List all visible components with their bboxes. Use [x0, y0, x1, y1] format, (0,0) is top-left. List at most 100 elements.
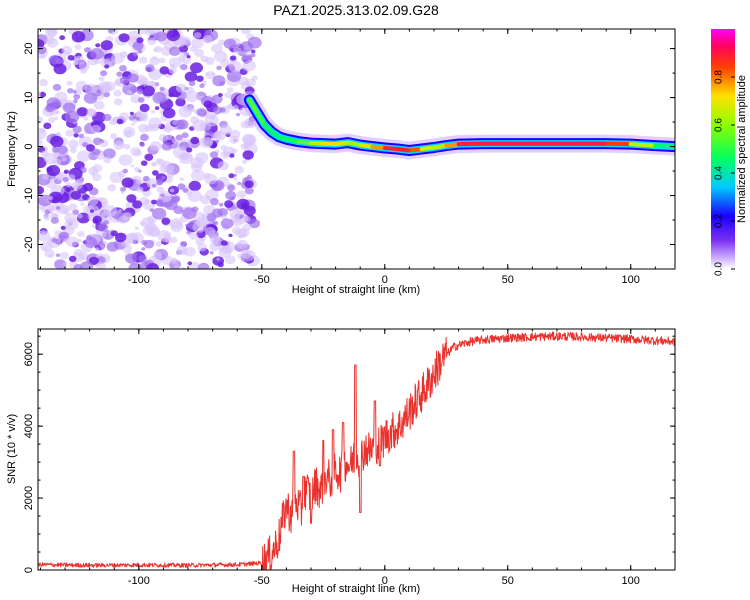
noise-blob	[57, 145, 68, 155]
noise-blob	[218, 202, 224, 207]
ridge-core-segment	[296, 139, 313, 146]
noise-blob	[150, 161, 156, 167]
ridge-core-segment	[345, 140, 363, 148]
noise-blob	[101, 58, 113, 69]
noise-blob	[132, 41, 144, 51]
noise-blob	[171, 196, 180, 204]
noise-blob	[38, 185, 45, 195]
noise-blob	[80, 202, 85, 206]
noise-blob	[140, 77, 149, 85]
spectrogram-frame	[37, 28, 676, 270]
noise-blob	[180, 64, 188, 71]
noise-blob	[80, 68, 88, 74]
noise-blob	[95, 262, 106, 269]
noise-blob	[119, 112, 130, 121]
ridge-core-segment	[432, 143, 449, 150]
noise-blob	[136, 186, 144, 193]
noise-blob	[190, 62, 203, 74]
noise-blob	[168, 67, 177, 74]
noise-blob	[161, 142, 172, 151]
noise-blob	[158, 57, 166, 64]
colorbar: 0.0 0.2 0.4 0.6 0.8 Normalized spectral ampl…	[711, 29, 748, 276]
colorbar-gradient	[711, 29, 735, 269]
ridge-core-segment	[309, 141, 326, 146]
noise-blob	[130, 164, 135, 168]
noise-blob	[156, 186, 165, 193]
noise-blob	[209, 115, 216, 120]
noise-blob	[90, 171, 96, 176]
noise-blob	[220, 240, 228, 246]
noise-blob	[59, 35, 66, 41]
noise-blob	[240, 29, 251, 35]
noise-blob	[116, 118, 124, 125]
noise-blob	[197, 243, 208, 252]
noise-blob	[146, 225, 160, 237]
noise-blob	[39, 78, 48, 87]
noise-blob	[84, 83, 98, 95]
noise-blob	[155, 199, 164, 206]
ridge-core-segment	[419, 145, 436, 151]
noise-blob	[215, 139, 220, 143]
noise-blob	[161, 217, 171, 225]
noise-blob	[77, 230, 85, 238]
noise-blob	[218, 93, 223, 97]
noise-blob	[148, 117, 162, 129]
noise-blob	[189, 45, 197, 53]
snr-y-label: SNR (10 * v/v)	[6, 414, 18, 484]
noise-blob	[228, 173, 235, 179]
snr-y-ticks: 0 2000 4000 6000	[23, 335, 675, 573]
noise-blob	[220, 59, 230, 68]
noise-blob	[103, 156, 112, 164]
noise-blob	[146, 178, 159, 189]
noise-blob	[39, 128, 46, 134]
noise-blob	[118, 33, 130, 43]
noise-blob	[110, 133, 118, 140]
noise-blob	[98, 76, 105, 82]
noise-blob	[67, 88, 74, 94]
noise-blob	[240, 250, 252, 259]
noise-blob	[170, 218, 183, 229]
noise-blob	[99, 231, 107, 238]
noise-blob	[80, 261, 94, 269]
noise-blob	[241, 60, 256, 72]
noise-blob	[121, 241, 129, 248]
noise-blob	[119, 65, 127, 72]
noise-blob	[202, 35, 213, 44]
noise-blob	[44, 216, 50, 221]
noise-blob	[52, 158, 62, 166]
noise-blob	[188, 232, 198, 240]
noise-blob	[229, 129, 241, 139]
noise-blob	[195, 152, 209, 164]
noise-blob	[38, 46, 48, 59]
noise-blob	[217, 161, 229, 171]
noise-blob	[223, 38, 237, 49]
snr-x-label: Height of straight line (km)	[292, 583, 420, 595]
noise-blob	[78, 133, 85, 139]
noise-blob	[175, 134, 183, 141]
noise-blob	[97, 223, 109, 232]
noise-blob	[237, 233, 245, 239]
noise-blob	[138, 123, 149, 133]
noise-blob	[226, 70, 242, 82]
noise-blob	[188, 80, 196, 87]
noise-blob	[228, 233, 233, 238]
noise-blob	[52, 147, 59, 153]
noise-blob	[192, 119, 207, 132]
x-tick-label: 100	[622, 575, 640, 587]
noise-blob	[134, 226, 140, 231]
noise-blob	[200, 55, 209, 63]
noise-blob	[164, 236, 172, 243]
noise-blob	[139, 142, 145, 147]
noise-blob	[199, 136, 214, 149]
noise-blob	[84, 237, 98, 248]
noise-blob	[69, 147, 77, 154]
noise-blob	[94, 247, 100, 252]
noise-blob	[40, 150, 49, 157]
noise-blob	[73, 90, 77, 94]
noise-blob	[234, 165, 244, 174]
noise-blob	[38, 230, 51, 242]
noise-blob	[212, 220, 219, 226]
noise-blob	[59, 251, 69, 260]
x-tick-label: -100	[128, 274, 150, 286]
